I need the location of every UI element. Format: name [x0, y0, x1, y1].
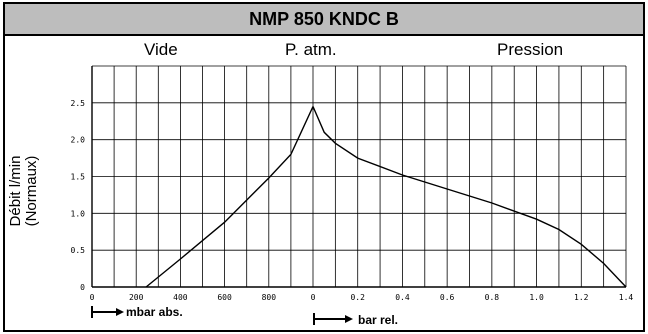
x-tick-label-vacuum: 200	[129, 293, 144, 302]
x-tick-label-pressure: 0.8	[485, 293, 500, 302]
unit-label-pressure: bar rel.	[358, 313, 399, 327]
section-label-pressure: Pression	[497, 40, 564, 59]
x-tick-label-pressure: 0.2	[350, 293, 365, 302]
unit-label-vacuum: mbar abs.	[126, 305, 183, 319]
chart-frame: NMP 850 KNDC B	[3, 2, 645, 332]
pressure-flow-curve	[312, 106, 627, 288]
x-tick-label-vacuum: 800	[262, 293, 277, 302]
chart-title: NMP 850 KNDC B	[5, 4, 643, 36]
x-tick-label-pressure: 1.0	[529, 293, 544, 302]
x-tick-label-vacuum: 0	[90, 293, 95, 302]
x-tick-label-pressure: 1.2	[574, 293, 589, 302]
x-tick-label-pressure: 1.4	[619, 293, 634, 302]
x-tick-label-pressure: 0	[311, 293, 316, 302]
vacuum-unit-arrow-head	[116, 308, 124, 316]
x-tick-label-vacuum: 400	[173, 293, 188, 302]
x-tick-label-pressure: 0.4	[395, 293, 410, 302]
vacuum-flow-curve	[145, 106, 314, 288]
section-label-atm: P. atm.	[285, 40, 337, 59]
x-tick-label-pressure: 0.6	[440, 293, 455, 302]
y-tick-label: 0.5	[71, 246, 86, 255]
y-tick-label: 1.0	[71, 209, 86, 218]
y-tick-label: 2.0	[71, 136, 86, 145]
section-label-vacuum: Vide	[144, 40, 178, 59]
y-tick-label: 0	[80, 283, 85, 292]
y-tick-label: 2.5	[71, 99, 86, 108]
x-tick-label-vacuum: 600	[217, 293, 232, 302]
y-tick-label: 1.5	[71, 173, 86, 182]
pressure-unit-arrow-head	[345, 315, 353, 323]
